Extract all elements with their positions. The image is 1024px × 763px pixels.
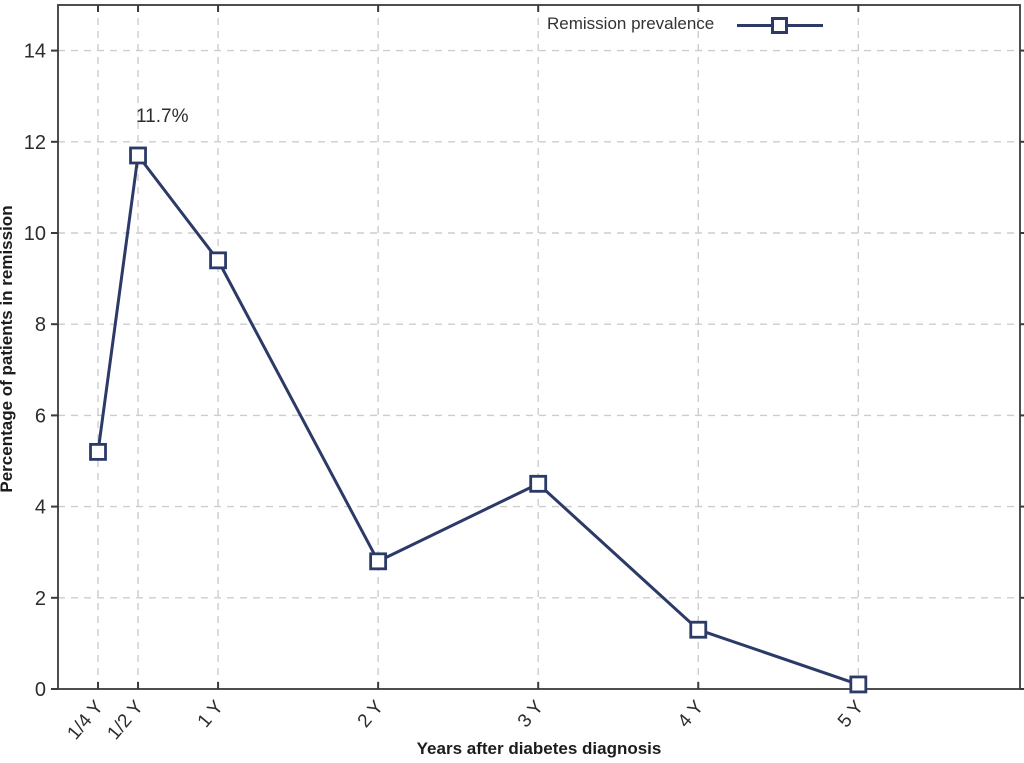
y-tick-label: 0: [35, 679, 46, 701]
x-axis-title: Years after diabetes diagnosis: [416, 739, 662, 758]
plot-border: [57, 4, 1021, 690]
y-tick-label: 14: [24, 41, 46, 63]
x-tick-label: 1/2 Y: [103, 696, 148, 743]
y-tick-label: 8: [35, 314, 46, 336]
x-tick-label: 1 Y: [194, 696, 228, 731]
peak-value-annotation: 11.7%: [136, 106, 189, 127]
y-tick-label: 2: [35, 588, 46, 610]
y-axis-title: Percentage of patients in remission: [0, 205, 16, 493]
data-point-marker: [209, 251, 227, 270]
x-tick-label: 2 Y: [354, 696, 388, 731]
y-tick-label: 4: [35, 497, 46, 519]
data-point-marker: [129, 146, 147, 165]
x-tick-label: 5 Y: [834, 696, 868, 731]
data-point-marker: [849, 675, 868, 694]
data-point-marker: [369, 552, 388, 571]
x-tick-label: 1/4 Y: [63, 696, 108, 743]
data-line: [96, 151, 859, 686]
y-tick-label: 12: [24, 132, 46, 154]
y-tick-label: 6: [35, 405, 46, 427]
data-point-marker: [529, 474, 548, 493]
data-point-marker: [689, 620, 708, 639]
x-tick-label: 3 Y: [514, 696, 548, 731]
data-point-marker: [89, 442, 107, 461]
x-tick-label: 4 Y: [674, 696, 708, 731]
y-tick-label: 10: [24, 223, 46, 245]
